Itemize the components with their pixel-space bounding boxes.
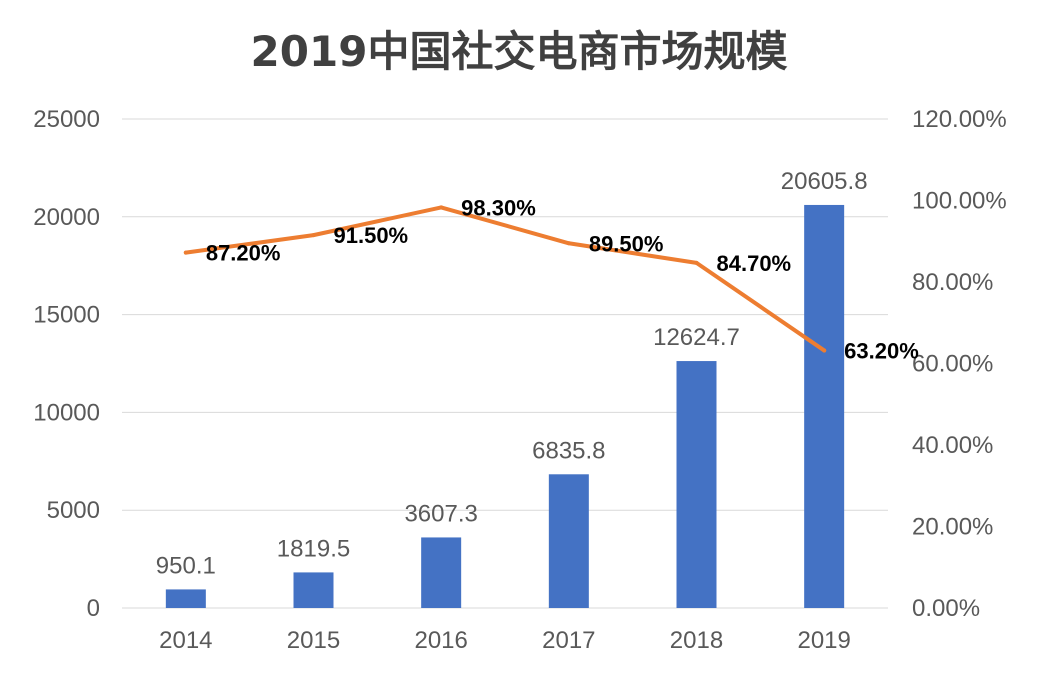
bar-value-label: 20605.8 — [781, 168, 868, 195]
left-tick-label: 10000 — [33, 399, 100, 426]
category-label: 2019 — [797, 627, 850, 654]
category-label: 2015 — [287, 627, 340, 654]
right-tick-label: 120.00% — [912, 106, 1007, 133]
growth-point — [439, 205, 444, 210]
bar-value-label: 3607.3 — [404, 500, 477, 527]
bar-value-label: 950.1 — [156, 552, 216, 579]
chart-title: 2019中国社交电商市场规模 — [251, 27, 788, 76]
growth-line — [183, 205, 827, 353]
right-tick-label: 40.00% — [912, 432, 993, 459]
right-tick-label: 20.00% — [912, 514, 993, 541]
bar — [165, 589, 206, 608]
left-tick-label: 15000 — [33, 302, 100, 329]
growth-point — [822, 348, 827, 353]
growth-point — [183, 250, 188, 255]
bar — [804, 204, 845, 608]
left-tick-label: 0 — [87, 595, 100, 622]
left-tick-label: 25000 — [33, 106, 100, 133]
right-tick-label: 60.00% — [912, 351, 993, 378]
category-label: 2018 — [670, 627, 723, 654]
growth-value-label: 98.30% — [461, 195, 536, 220]
growth-value-label: 89.50% — [589, 231, 664, 256]
right-axis-ticks: 0.00% 20.00% 40.00% 60.00% 80.00% 100.00% 120.… — [912, 106, 1007, 622]
growth-value-label: 63.20% — [844, 338, 919, 363]
bar-value-label: 12624.7 — [653, 324, 740, 351]
growth-data-labels: 87.20% 91.50% 98.30% 89.50% 84.70% 63.20% — [206, 195, 919, 363]
right-tick-label: 0.00% — [912, 595, 980, 622]
right-tick-label: 100.00% — [912, 188, 1007, 215]
growth-point — [566, 241, 571, 246]
bar — [548, 474, 589, 608]
category-axis-labels: 2014 2015 2016 2017 2018 2019 — [159, 627, 851, 654]
bar-data-labels: 950.1 1819.5 3607.3 6835.8 12624.7 20605.8 — [156, 168, 868, 579]
right-tick-label: 80.00% — [912, 269, 993, 296]
gridlines — [122, 118, 888, 609]
bar-value-label: 1819.5 — [277, 535, 350, 562]
category-label: 2016 — [414, 627, 467, 654]
left-axis-ticks: 0 5000 10000 15000 20000 25000 — [33, 106, 100, 622]
growth-point — [311, 233, 316, 238]
bar — [421, 537, 462, 608]
category-label: 2014 — [159, 627, 212, 654]
growth-line-series — [183, 205, 827, 353]
bar-value-label: 6835.8 — [532, 437, 605, 464]
left-tick-label: 5000 — [47, 497, 100, 524]
bar — [676, 361, 717, 608]
bar-series — [165, 204, 845, 608]
left-tick-label: 20000 — [33, 204, 100, 231]
growth-point — [694, 260, 699, 265]
bar — [293, 572, 334, 608]
growth-value-label: 91.50% — [334, 223, 409, 248]
growth-value-label: 84.70% — [717, 251, 792, 276]
category-label: 2017 — [542, 627, 595, 654]
growth-value-label: 87.20% — [206, 241, 281, 266]
